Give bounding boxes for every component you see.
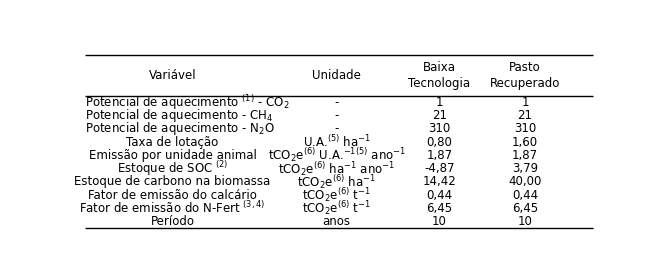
Text: 0,80: 0,80 bbox=[426, 135, 452, 149]
Text: -4,87: -4,87 bbox=[424, 162, 455, 175]
Text: Potencial de aquecimento - CH$_4$: Potencial de aquecimento - CH$_4$ bbox=[85, 107, 274, 124]
Text: Emissão por unidade animal: Emissão por unidade animal bbox=[89, 149, 256, 162]
Text: Fator de emissão do N-Fert $^{(3,4)}$: Fator de emissão do N-Fert $^{(3,4)}$ bbox=[79, 200, 265, 216]
Text: Período: Período bbox=[150, 215, 195, 228]
Text: Variável: Variável bbox=[149, 69, 197, 82]
Text: 1,87: 1,87 bbox=[426, 149, 452, 162]
Text: U.A.$^{(5)}$ ha$^{-1}$: U.A.$^{(5)}$ ha$^{-1}$ bbox=[303, 134, 371, 150]
Text: 10: 10 bbox=[432, 215, 447, 228]
Text: 0,44: 0,44 bbox=[512, 189, 538, 201]
Text: anos: anos bbox=[322, 215, 351, 228]
Text: 6,45: 6,45 bbox=[426, 202, 452, 215]
Text: Fator de emissão do calcário: Fator de emissão do calcário bbox=[88, 189, 257, 201]
Text: Taxa de lotação: Taxa de lotação bbox=[126, 135, 218, 149]
Text: 0,44: 0,44 bbox=[426, 189, 452, 201]
Text: Estoque de carbono na biomassa: Estoque de carbono na biomassa bbox=[74, 175, 271, 188]
Text: 21: 21 bbox=[432, 109, 447, 122]
Text: tCO$_2$e$^{(6)}$ ha$^{-1}$ ano$^{-1}$: tCO$_2$e$^{(6)}$ ha$^{-1}$ ano$^{-1}$ bbox=[278, 159, 395, 177]
Text: tCO$_2$e$^{(6)}$ t$^{-1}$: tCO$_2$e$^{(6)}$ t$^{-1}$ bbox=[303, 199, 371, 217]
Text: 21: 21 bbox=[518, 109, 532, 122]
Text: 310: 310 bbox=[428, 122, 450, 135]
Text: 1: 1 bbox=[521, 96, 529, 109]
Text: Potencial de aquecimento $^{(1)}$ - CO$_2$: Potencial de aquecimento $^{(1)}$ - CO$_… bbox=[85, 93, 290, 112]
Text: Potencial de aquecimento - N$_2$O: Potencial de aquecimento - N$_2$O bbox=[85, 120, 275, 137]
Text: 6,45: 6,45 bbox=[512, 202, 538, 215]
Text: 1,60: 1,60 bbox=[512, 135, 538, 149]
Text: Unidade: Unidade bbox=[312, 69, 361, 82]
Text: 14,42: 14,42 bbox=[422, 175, 456, 188]
Text: tCO$_2$e$^{(6)}$ U.A.$^{-1(5)}$ ano$^{-1}$: tCO$_2$e$^{(6)}$ U.A.$^{-1(5)}$ ano$^{-1… bbox=[267, 146, 406, 164]
Text: 1: 1 bbox=[436, 96, 443, 109]
Text: -: - bbox=[334, 96, 339, 109]
Text: -: - bbox=[334, 109, 339, 122]
Text: 10: 10 bbox=[518, 215, 532, 228]
Text: 310: 310 bbox=[514, 122, 536, 135]
Text: -: - bbox=[334, 122, 339, 135]
Text: Estoque de SOC $^{(2)}$: Estoque de SOC $^{(2)}$ bbox=[117, 159, 228, 178]
Text: tCO$_2$e$^{(6)}$ t$^{-1}$: tCO$_2$e$^{(6)}$ t$^{-1}$ bbox=[303, 186, 371, 204]
Text: Baixa
Tecnologia: Baixa Tecnologia bbox=[408, 61, 471, 90]
Text: 40,00: 40,00 bbox=[508, 175, 542, 188]
Text: 3,79: 3,79 bbox=[512, 162, 538, 175]
Text: Pasto
Recuperado: Pasto Recuperado bbox=[490, 61, 560, 90]
Text: tCO$_2$e$^{(6)}$ ha$^{-1}$: tCO$_2$e$^{(6)}$ ha$^{-1}$ bbox=[297, 173, 376, 191]
Text: 1,87: 1,87 bbox=[512, 149, 538, 162]
